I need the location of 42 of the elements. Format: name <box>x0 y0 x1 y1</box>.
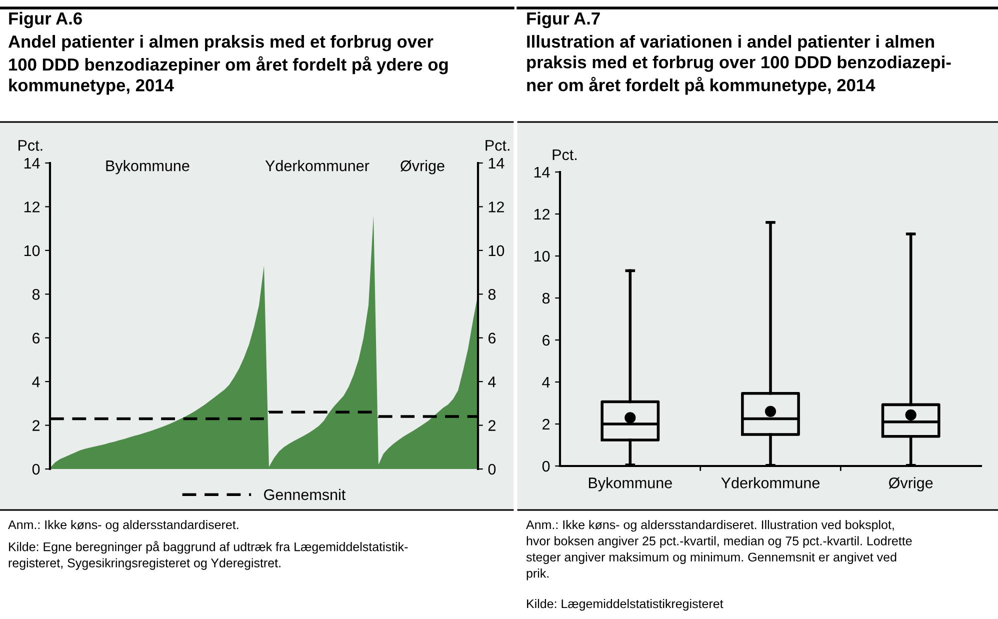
y-tick-label: 2 <box>32 420 40 431</box>
y-tick-label: 0 <box>542 460 550 472</box>
y2-tick-label: 6 <box>488 332 496 344</box>
y-tick-label: 2 <box>542 418 550 430</box>
y-tick-label: 8 <box>32 289 40 300</box>
x-tick-label: Øvrige <box>888 477 933 492</box>
y2-tick-label: 2 <box>488 420 496 431</box>
chart-subtitle: Illustration af variationen i andel patienter i almen praksis med et forbrug over 100 DDD benzodiazepi- ner om året fordelt på kommunetype, 2014 <box>527 35 951 95</box>
y2-tick-label: 14 <box>488 158 504 169</box>
y2-tick-label: 12 <box>488 202 504 212</box>
y-tick-label: 4 <box>542 377 550 388</box>
y-tick-label: 8 <box>542 292 550 304</box>
x-tick-label: Bykommune <box>588 477 672 492</box>
y-tick-label: 12 <box>534 208 550 220</box>
chart-title: Figur A.7 <box>527 12 600 28</box>
text: Anm.: Ikke køns- og aldersstandardiseret. <box>8 520 238 532</box>
y-tick-label: 0 <box>32 464 40 475</box>
text: Kilde: Egne beregninger på baggrund af udtræk fra Lægemiddelstatistik- registeret, Sygesikringsregisteret og Yderegistret. <box>8 541 408 570</box>
text: Kilde: Lægemiddelstatistikregisteret <box>527 599 724 611</box>
y-tick-label: 10 <box>24 245 40 256</box>
y-tick-label: 10 <box>534 250 550 262</box>
y-tick-label: 4 <box>32 376 40 388</box>
y-tick-label: 14 <box>534 167 550 178</box>
chart-title: Figur A.6 <box>9 12 82 28</box>
annotation: Bykommune <box>106 160 190 174</box>
y2-tick-label: 8 <box>488 289 496 300</box>
y-tick-label: 6 <box>32 332 40 344</box>
y-tick-label: 12 <box>24 202 40 212</box>
annotation: Yderkommuner <box>265 160 370 172</box>
chart-subtitle: Andel patienter i almen praksis med et forbrug over 100 DDD benzodiazepiner om året fordelt på ydere og kommunetype, 2014 <box>8 35 448 95</box>
y2-axis-title: Pct. <box>486 140 510 151</box>
y-axis-title: Pct. <box>552 150 577 160</box>
text: Anm.: Ikke køns- og aldersstandardiseret. Illustration ved boksplot, hvor boksen angiver 25 pct.-kvartil, median og 75 pct.-kvartil. Lodrette steger angiver maksimum og minimum. Gennemsnit er angivet ved prik. <box>526 520 912 580</box>
y2-tick-label: 0 <box>488 464 496 475</box>
legend-label: Gennemsnit <box>264 488 346 500</box>
y2-tick-label: 10 <box>488 245 504 256</box>
y-tick-label: 14 <box>24 158 40 169</box>
y-axis-title: Pct. <box>18 140 42 151</box>
annotation: Øvrige <box>400 160 444 174</box>
x-tick-label: Yderkommune <box>721 477 820 488</box>
y-tick-label: 6 <box>542 334 550 346</box>
y2-tick-label: 4 <box>488 376 496 388</box>
